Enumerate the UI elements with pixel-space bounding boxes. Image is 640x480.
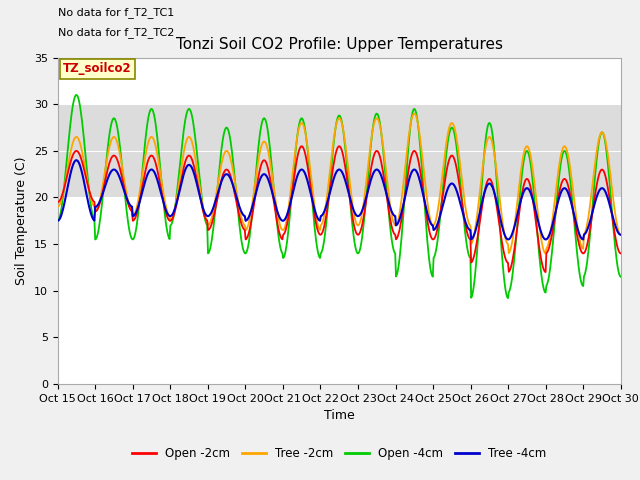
X-axis label: Time: Time <box>324 409 355 422</box>
Text: TZ_soilco2: TZ_soilco2 <box>63 62 132 75</box>
Legend: Open -2cm, Tree -2cm, Open -4cm, Tree -4cm: Open -2cm, Tree -2cm, Open -4cm, Tree -4… <box>127 442 551 465</box>
Bar <box>58 104 621 197</box>
Text: No data for f_T2_TC1: No data for f_T2_TC1 <box>58 7 174 18</box>
Title: Tonzi Soil CO2 Profile: Upper Temperatures: Tonzi Soil CO2 Profile: Upper Temperatur… <box>176 37 502 52</box>
Y-axis label: Soil Temperature (C): Soil Temperature (C) <box>15 156 28 285</box>
Text: No data for f_T2_TC2: No data for f_T2_TC2 <box>58 27 174 37</box>
